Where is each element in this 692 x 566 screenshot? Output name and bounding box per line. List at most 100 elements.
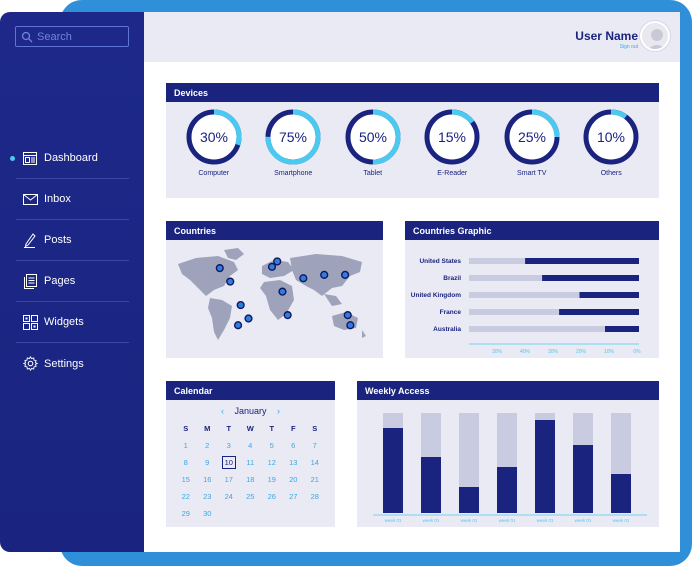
calendar-day[interactable]: 5 [269,441,274,450]
calendar-day[interactable]: 15 [181,475,190,484]
sidebar-item-label: Pages [44,275,76,287]
map-landmass [324,294,342,306]
user-menu[interactable]: User Name Sign out [575,29,638,50]
calendar-month-nav: ‹ January › [166,406,335,416]
calendar-day[interactable]: 19 [267,475,276,484]
week-bar [383,428,403,513]
sidebar-item-inbox[interactable]: Inbox [16,179,129,220]
map-marker[interactable] [283,311,292,320]
calendar-day[interactable]: 23 [203,492,212,501]
top-bar: User Name Sign out [144,12,680,62]
envelope-icon [22,191,38,207]
avatar[interactable] [640,21,670,51]
calendar-day[interactable]: 8 [183,458,188,467]
calendar-day[interactable]: 12 [267,458,276,467]
countries-graphic-title: Countries Graphic [405,221,659,240]
sign-out-link[interactable]: Sign out [619,44,638,50]
device-donut: 10% Others [580,108,642,177]
prev-month-button[interactable]: ‹ [220,406,224,416]
countries-graphic-card: Countries Graphic United States Brazil Uni… [405,221,659,358]
calendar-day[interactable]: 14 [310,458,319,467]
sidebar-item-settings[interactable]: Settings [16,343,129,384]
map-marker[interactable] [346,321,355,330]
calendar-day[interactable]: 26 [267,492,276,501]
device-donut: 30% Computer [183,108,245,177]
calendar-day[interactable]: 4 [248,441,253,450]
sidebar-item-pages[interactable]: Pages [16,261,129,302]
sidebar-item-label: Posts [44,234,72,246]
map-marker[interactable] [278,287,287,296]
sidebar-item-label: Widgets [44,316,84,328]
pen-icon [22,232,38,248]
sidebar: Search Dashboard Inbox Posts Pages Widge… [0,12,144,552]
calendar-day[interactable]: 10 [218,454,240,471]
calendar-day[interactable]: 2 [205,441,210,450]
calendar-day[interactable]: 7 [312,441,317,450]
weekday-header: T [226,424,232,433]
x-tick-label: 30% [548,349,559,355]
pages-icon [22,273,38,289]
calendar-day[interactable]: 17 [224,475,233,484]
calendar-day[interactable]: 6 [291,441,296,450]
calendar-day[interactable]: 11 [246,458,255,467]
calendar-day[interactable]: 1 [183,441,188,450]
week-label: week 01 [575,518,592,523]
calendar-day[interactable]: 20 [289,475,298,484]
donut-chart: 15% [424,109,480,165]
calendar-day[interactable]: 21 [310,475,319,484]
map-marker[interactable] [267,262,277,271]
map-marker[interactable] [273,257,282,266]
sidebar-item-dashboard[interactable]: Dashboard [10,138,129,179]
main-content: User Name Sign out Devices 30% Computer 75… [144,12,680,552]
donut-value-arc [583,109,639,165]
device-label: Smartphone [274,170,313,177]
map-marker[interactable] [226,277,235,286]
week-bar [497,467,517,513]
country-bar-track [469,309,639,315]
x-tick-label: 10% [604,349,615,355]
weekday-header: F [290,424,296,433]
donut-value-arc [186,109,242,165]
country-label: Brazil [443,275,461,282]
map-marker[interactable] [244,314,253,323]
calendar-day[interactable]: 16 [203,475,212,484]
next-month-button[interactable]: › [277,406,281,416]
sidebar-item-posts[interactable]: Posts [16,220,129,261]
country-bar [605,326,639,332]
map-marker[interactable] [320,270,329,279]
week-label: week 01 [461,518,478,523]
calendar-day[interactable]: 30 [203,509,212,518]
map-marker[interactable] [341,270,350,279]
sidebar-item-widgets[interactable]: Widgets [16,302,129,343]
device-label: Smart TV [517,170,547,177]
countries-card: Countries [166,221,383,358]
donut-chart: 30% [186,109,242,165]
donut-value-label: 25% [518,129,546,145]
map-marker[interactable] [233,321,243,330]
country-label: Australia [433,326,461,333]
map-landmass [362,330,366,338]
calendar-day[interactable]: 29 [181,509,190,518]
map-marker[interactable] [215,264,224,273]
map-marker[interactable] [299,274,308,283]
calendar-day[interactable]: 13 [289,458,298,467]
map-marker[interactable] [343,311,352,320]
calendar-day[interactable]: 3 [226,441,231,450]
calendar-day[interactable]: 18 [246,475,255,484]
map-marker[interactable] [236,300,245,310]
search-icon [21,31,33,42]
search-input[interactable]: Search [15,26,129,47]
week-bar [573,445,593,513]
donut-value-arc [424,109,480,165]
calendar-day[interactable]: 22 [181,492,190,501]
calendar-day[interactable]: 27 [289,492,298,501]
weekday-header: W [246,424,254,433]
calendar-day[interactable]: 25 [246,492,255,501]
weekday-header: S [183,424,189,433]
calendar-day[interactable]: 24 [224,492,233,501]
calendar-day[interactable]: 28 [310,492,319,501]
week-label: week 01 [423,518,440,523]
device-label: Tablet [363,170,383,177]
calendar-day[interactable]: 9 [205,458,210,467]
dashboard-icon [22,150,38,166]
